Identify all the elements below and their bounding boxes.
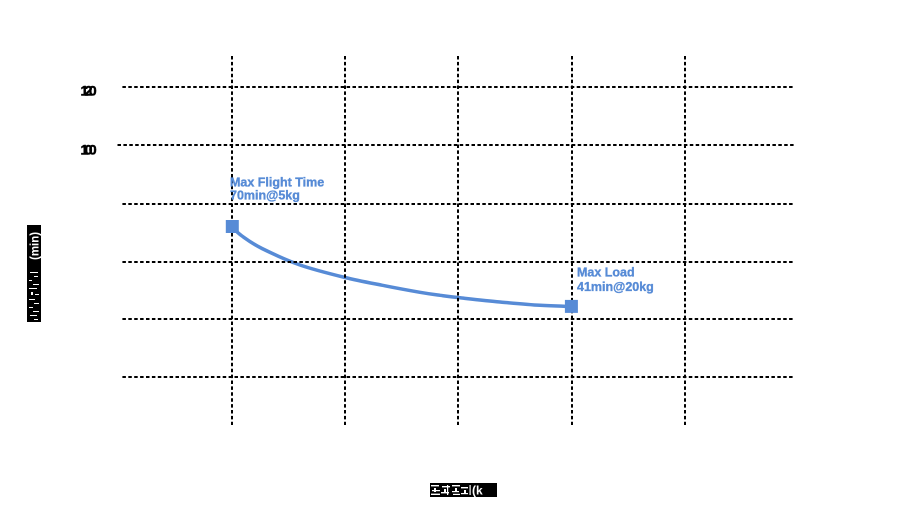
svg-text:70min@5kg: 70min@5kg (230, 189, 300, 203)
svg-text:(min): (min) (30, 232, 42, 260)
svg-text:(k: (k (472, 484, 483, 498)
svg-text:Max Load: Max Load (577, 266, 635, 280)
svg-text:Max Flight Time: Max Flight Time (230, 176, 324, 190)
svg-text:41min@20kg: 41min@20kg (577, 280, 654, 294)
